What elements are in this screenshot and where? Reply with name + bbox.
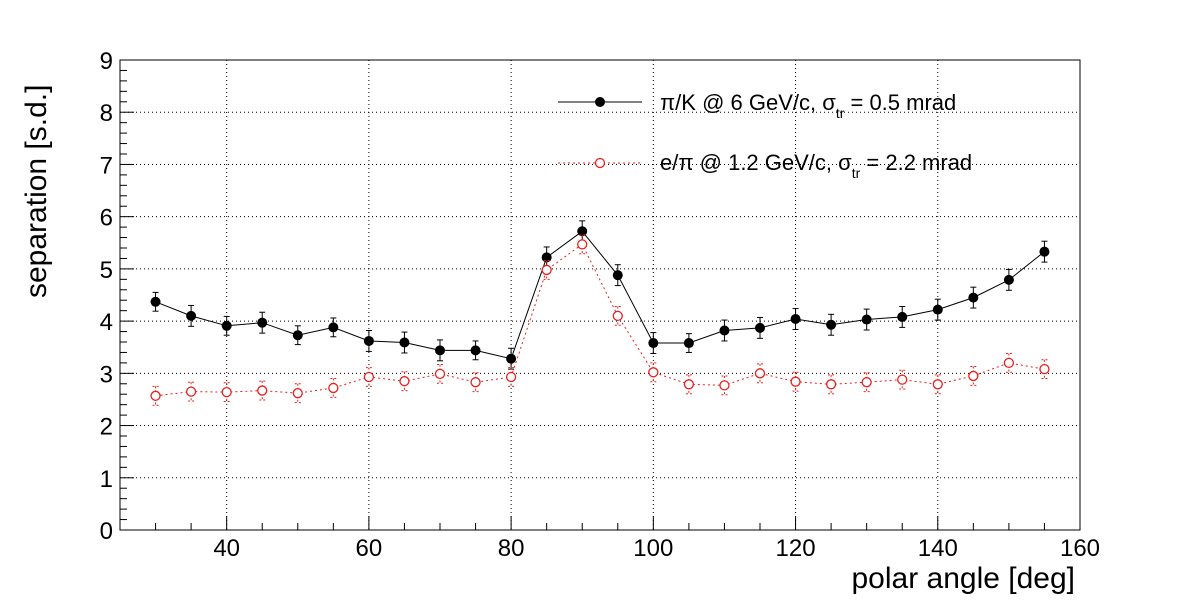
legend-label-0-prefix: π/K @ 6 GeV/c, σ	[660, 90, 836, 115]
series-0	[150, 220, 1050, 370]
y-tick-label: 9	[100, 48, 113, 75]
data-point	[186, 310, 197, 321]
data-point	[825, 379, 837, 390]
data-point	[363, 371, 375, 383]
data-point	[1039, 246, 1050, 257]
legend-label-0: π/K @ 6 GeV/c, σtr = 0.5 mrad	[660, 90, 956, 121]
y-axis-title: separation [s.d.]	[20, 85, 53, 298]
data-point	[683, 379, 695, 390]
data-point	[719, 380, 730, 391]
y-tick-labels: 0 1 2 3 4 5 6 7 8 9	[100, 48, 113, 545]
series-layer	[150, 220, 1050, 406]
data-point	[399, 337, 410, 348]
data-point	[435, 345, 445, 356]
data-point	[861, 377, 872, 388]
y-tick-label: 5	[100, 257, 113, 284]
data-point	[221, 386, 232, 398]
legend-label-0-sub: tr	[836, 105, 845, 121]
y-tick-label: 6	[100, 205, 113, 232]
data-point	[470, 345, 481, 356]
data-point	[612, 270, 623, 281]
data-point	[861, 314, 872, 325]
axis-ticks	[120, 59, 1081, 531]
data-point	[790, 376, 801, 387]
plot-frame	[119, 59, 1081, 531]
data-point	[1003, 357, 1015, 369]
series-0-line	[155, 230, 1045, 360]
y-tick-label: 1	[100, 466, 113, 493]
data-point	[399, 376, 410, 387]
legend-marker-0	[595, 97, 605, 107]
grid	[120, 60, 1080, 530]
x-axis-title: polar angle [deg]	[851, 562, 1075, 595]
legend-label-1-prefix: e/π @ 1.2 GeV/c, σ	[660, 150, 852, 175]
y-tick-label: 0	[100, 518, 113, 545]
data-point	[968, 292, 979, 303]
data-point	[221, 320, 232, 331]
data-point	[257, 385, 268, 396]
data-point	[292, 330, 303, 341]
data-point	[541, 252, 552, 263]
data-point	[932, 304, 943, 315]
legend-label-1-suffix: = 2.2 mrad	[860, 150, 972, 175]
legend-label-1-sub: tr	[852, 165, 861, 181]
data-point	[754, 368, 766, 379]
x-tick-labels: 40 60 80 100 120 140 160	[213, 535, 1100, 562]
data-point	[506, 353, 517, 364]
data-point	[1039, 364, 1050, 375]
x-tick-label: 100	[633, 535, 673, 562]
x-tick-label: 80	[498, 535, 525, 562]
data-point	[826, 319, 837, 330]
y-tick-label: 8	[100, 100, 113, 127]
data-point	[150, 296, 161, 307]
data-point	[968, 370, 979, 382]
data-point	[612, 310, 623, 322]
data-point	[150, 390, 161, 401]
data-point	[577, 239, 588, 250]
data-point	[328, 322, 339, 333]
x-tick-label: 160	[1060, 535, 1100, 562]
x-tick-label: 40	[213, 535, 240, 562]
data-point	[790, 314, 801, 325]
y-tick-label: 4	[100, 309, 113, 336]
legend-marker-1	[594, 157, 606, 169]
legend-entry-0: π/K @ 6 GeV/c, σtr = 0.5 mrad	[558, 90, 956, 121]
data-point	[648, 338, 659, 349]
data-point	[755, 322, 765, 333]
data-point	[292, 388, 303, 399]
data-point	[328, 382, 339, 394]
y-tick-label: 7	[100, 152, 113, 179]
legend: π/K @ 6 GeV/c, σtr = 0.5 mrad e/π @ 1.2 …	[558, 90, 972, 181]
data-point	[897, 374, 908, 385]
x-tick-label: 60	[356, 535, 383, 562]
legend-entry-1: e/π @ 1.2 GeV/c, σtr = 2.2 mrad	[558, 150, 972, 181]
legend-label-0-suffix: = 0.5 mrad	[844, 90, 956, 115]
data-point	[719, 325, 730, 336]
data-point	[470, 377, 481, 388]
legend-label-1: e/π @ 1.2 GeV/c, σtr = 2.2 mrad	[660, 150, 972, 181]
x-tick-label: 120	[776, 535, 816, 562]
data-point	[932, 379, 943, 390]
y-tick-label: 3	[100, 361, 113, 388]
data-point	[683, 338, 694, 349]
data-point	[1003, 274, 1014, 285]
y-tick-label: 2	[100, 414, 113, 441]
data-point	[505, 371, 517, 383]
data-point	[434, 368, 446, 380]
data-point	[257, 317, 268, 328]
series-1-line	[155, 243, 1045, 397]
series-1	[150, 234, 1050, 406]
data-point	[577, 226, 588, 237]
data-point	[648, 367, 659, 378]
data-point	[541, 264, 552, 276]
data-point	[185, 386, 197, 397]
data-point	[897, 311, 908, 322]
data-point	[363, 335, 374, 346]
x-tick-label: 140	[918, 535, 958, 562]
